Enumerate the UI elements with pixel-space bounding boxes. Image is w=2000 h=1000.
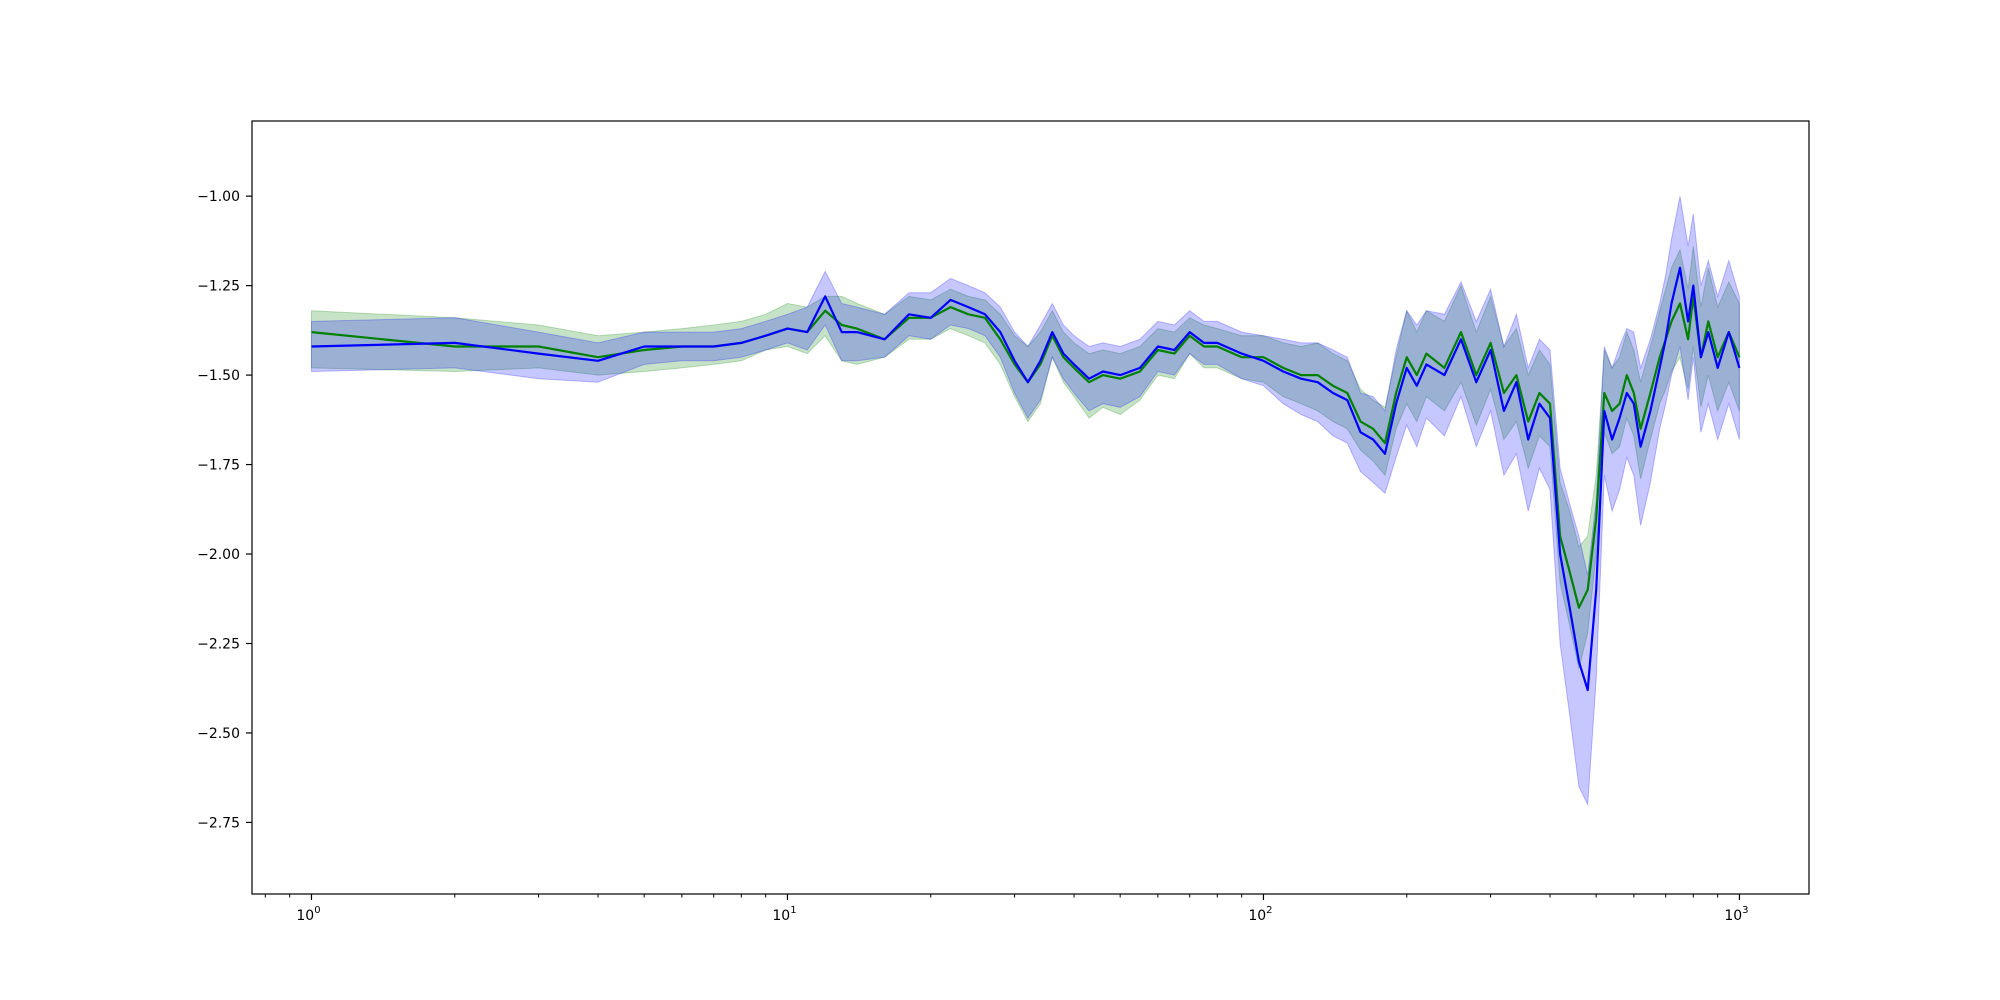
plot-area bbox=[311, 196, 1741, 807]
green-series-line bbox=[311, 295, 1741, 609]
x-tick-label: 101 bbox=[772, 905, 796, 924]
y-tick-label: −2.25 bbox=[197, 636, 240, 652]
green-confidence-band bbox=[311, 246, 1740, 669]
y-tick-label: −2.75 bbox=[197, 815, 240, 831]
x-tick-label: 100 bbox=[296, 905, 320, 924]
blue-series-line bbox=[311, 266, 1741, 692]
y-tick-label: −1.00 bbox=[197, 189, 240, 205]
y-tick-label: −1.50 bbox=[197, 368, 240, 384]
x-tick-label: 102 bbox=[1248, 905, 1272, 924]
y-tick-label: −2.50 bbox=[197, 726, 240, 742]
axes: −1.00 −1.25 −1.50 −1.75 −2.00 −2.25 −2.50 −2.75… bbox=[197, 120, 1810, 924]
axes-frame bbox=[251, 120, 1810, 895]
y-tick-label: −1.75 bbox=[197, 458, 240, 474]
y-tick-label: −1.25 bbox=[197, 279, 240, 295]
x-tick-label: 103 bbox=[1724, 905, 1748, 924]
y-tick-label: −2.00 bbox=[197, 547, 240, 563]
